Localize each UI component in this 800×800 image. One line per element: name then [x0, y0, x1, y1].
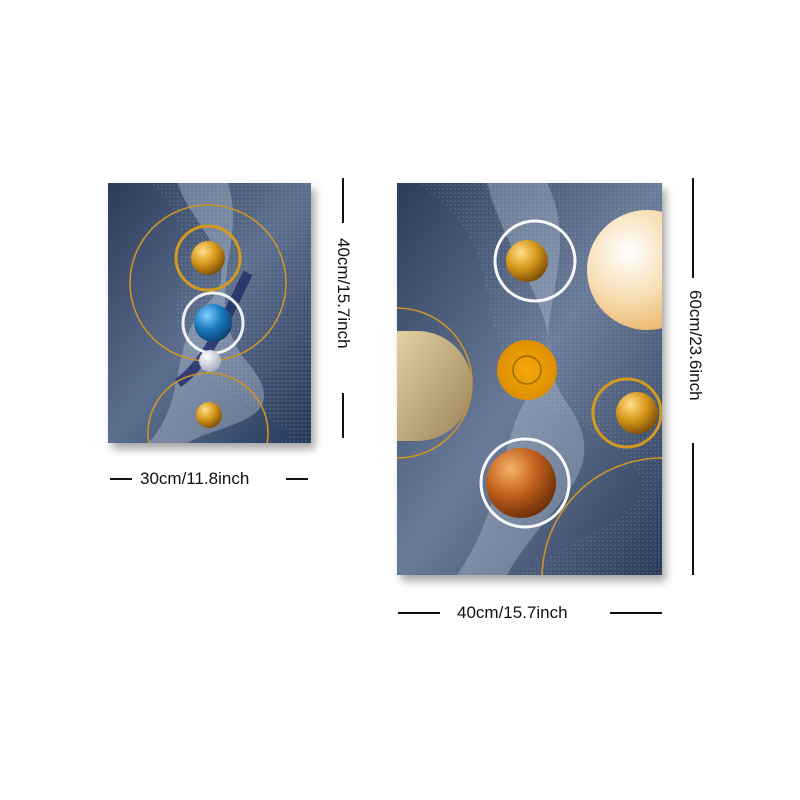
small-height-tick-bottom — [342, 393, 344, 438]
gold-sphere-icon — [506, 240, 548, 282]
large-width-tick-right — [610, 612, 662, 614]
gold-sphere-icon — [191, 241, 225, 275]
gold-ring-icon — [174, 224, 242, 292]
glowing-ring-icon — [479, 437, 571, 529]
large-width-tick-left — [398, 612, 440, 614]
small-width-label: 30cm/11.8inch — [140, 469, 250, 488]
gold-sphere-icon — [616, 392, 658, 434]
gold-ring-icon — [591, 377, 662, 449]
canvas-panel-large — [397, 183, 662, 575]
abstract-art-small — [108, 183, 311, 443]
copper-sphere-icon — [486, 448, 556, 518]
glowing-ring-icon — [493, 219, 577, 303]
blue-sphere-icon — [194, 304, 232, 342]
small-height-label: 40cm/15.7inch — [334, 238, 353, 349]
small-height-tick-top — [342, 178, 344, 223]
large-width-label: 40cm/15.7inch — [457, 603, 568, 622]
small-width-tick-right — [286, 478, 308, 480]
small-width-tick-left — [110, 478, 132, 480]
large-height-tick-top — [692, 178, 694, 278]
abstract-art-large — [397, 183, 662, 575]
large-height-tick-bottom — [692, 443, 694, 575]
canvas-panel-small — [108, 183, 311, 443]
gold-sphere-icon — [196, 402, 222, 428]
large-height-label: 60cm/23.6inch — [686, 290, 705, 401]
